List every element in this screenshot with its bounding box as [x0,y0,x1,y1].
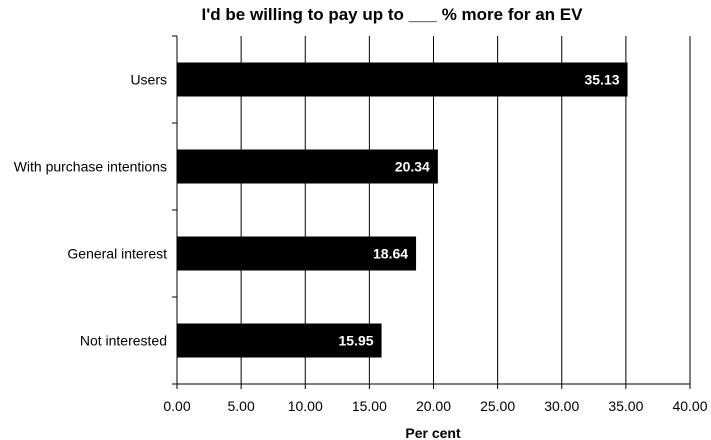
x-axis-title: Per cent [405,425,461,440]
x-tick-label: 5.00 [228,398,255,414]
x-tick-label: 25.00 [480,398,515,414]
x-tick-label: 10.00 [288,398,323,414]
x-tick-labels: 0.00 5.00 10.00 15.00 20.00 25.00 30.00 35.00 40… [163,398,707,414]
category-label: With purchase intentions [14,159,167,175]
bar [177,149,438,184]
axes [172,35,691,389]
bar-value-label: 20.34 [395,159,430,175]
bar-value-label: 15.95 [339,333,374,349]
x-tick-label: 40.00 [672,398,707,414]
bars: 35.13 20.34 18.64 15.95 [177,62,628,358]
chart-title: I'd be willing to pay up to ___ % more f… [202,5,584,24]
bar [177,236,417,271]
x-tick-label: 20.00 [416,398,451,414]
category-labels: Users With purchase intentions General int… [14,72,167,349]
bar [177,323,382,358]
bar-value-label: 18.64 [373,246,408,262]
bar [177,62,628,97]
bar-value-label: 35.13 [584,72,619,88]
category-label: Users [130,72,167,88]
x-tick-label: 0.00 [163,398,190,414]
category-label: General interest [67,246,167,262]
x-tick-label: 15.00 [352,398,387,414]
x-tick-label: 35.00 [608,398,643,414]
category-label: Not interested [80,333,167,349]
x-tick-label: 30.00 [544,398,579,414]
